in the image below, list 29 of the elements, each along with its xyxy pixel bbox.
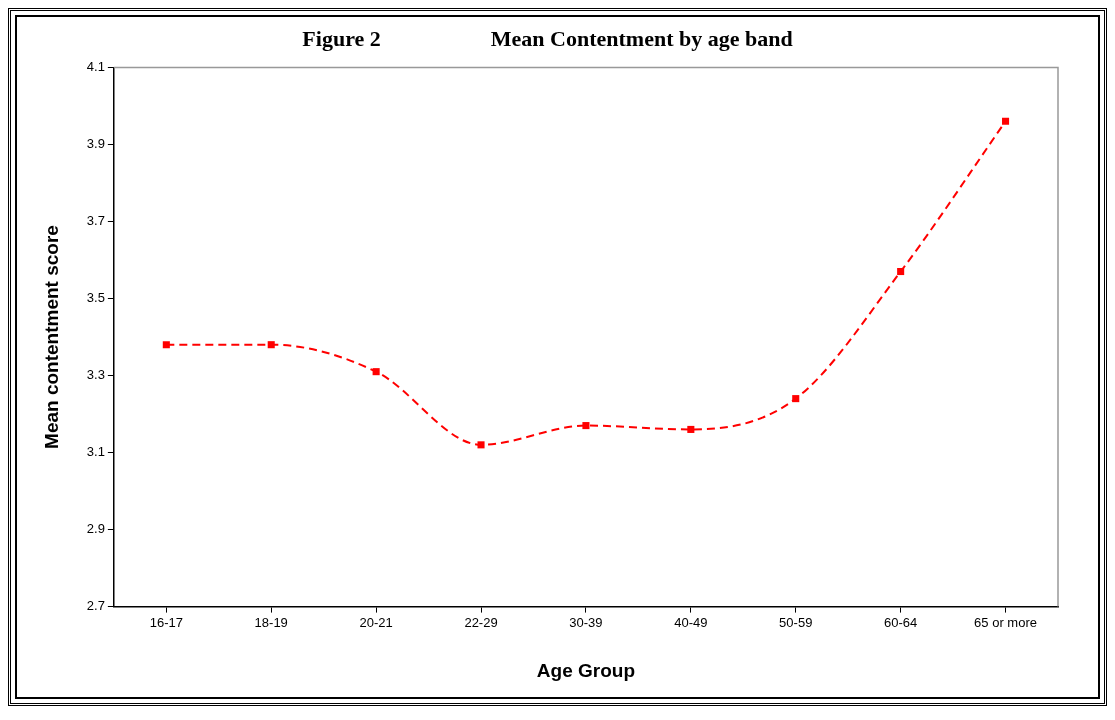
x-tick-label: 22-29: [464, 614, 498, 630]
x-tick-label: 50-59: [779, 614, 813, 630]
y-tick-label: 3.7: [86, 213, 105, 229]
y-tick-label: 3.3: [86, 367, 105, 383]
y-axis-title: Mean contentment score: [40, 225, 62, 449]
x-tick-label: 40-49: [674, 614, 708, 630]
point: [1002, 117, 1010, 125]
x-tick-label: 20-21: [359, 614, 393, 630]
point: [477, 441, 485, 449]
point: [687, 425, 695, 433]
point: [792, 395, 800, 403]
x-tick-label: 60-64: [884, 614, 918, 630]
x-tick-label: 18-19: [254, 614, 288, 630]
y-tick-label: 3.1: [86, 444, 105, 460]
y-tick-label: 3.5: [86, 290, 105, 306]
x-tick-label: 30-39: [569, 614, 603, 630]
point: [267, 341, 275, 349]
x-tick-label: 65 or more: [974, 614, 1037, 630]
y-tick-label: 2.9: [86, 521, 105, 537]
y-tick-label: 3.9: [86, 136, 105, 152]
point: [582, 422, 590, 430]
y-tick-label: 4.1: [86, 58, 105, 74]
point: [162, 341, 170, 349]
chart-title: Figure 2 Mean Contentment by age band: [302, 25, 793, 51]
x-tick-label: 16-17: [149, 614, 183, 630]
point: [372, 368, 380, 376]
point: [897, 267, 905, 276]
y-tick-label: 2.7: [86, 598, 105, 614]
x-axis-title: Age Group: [536, 659, 636, 681]
